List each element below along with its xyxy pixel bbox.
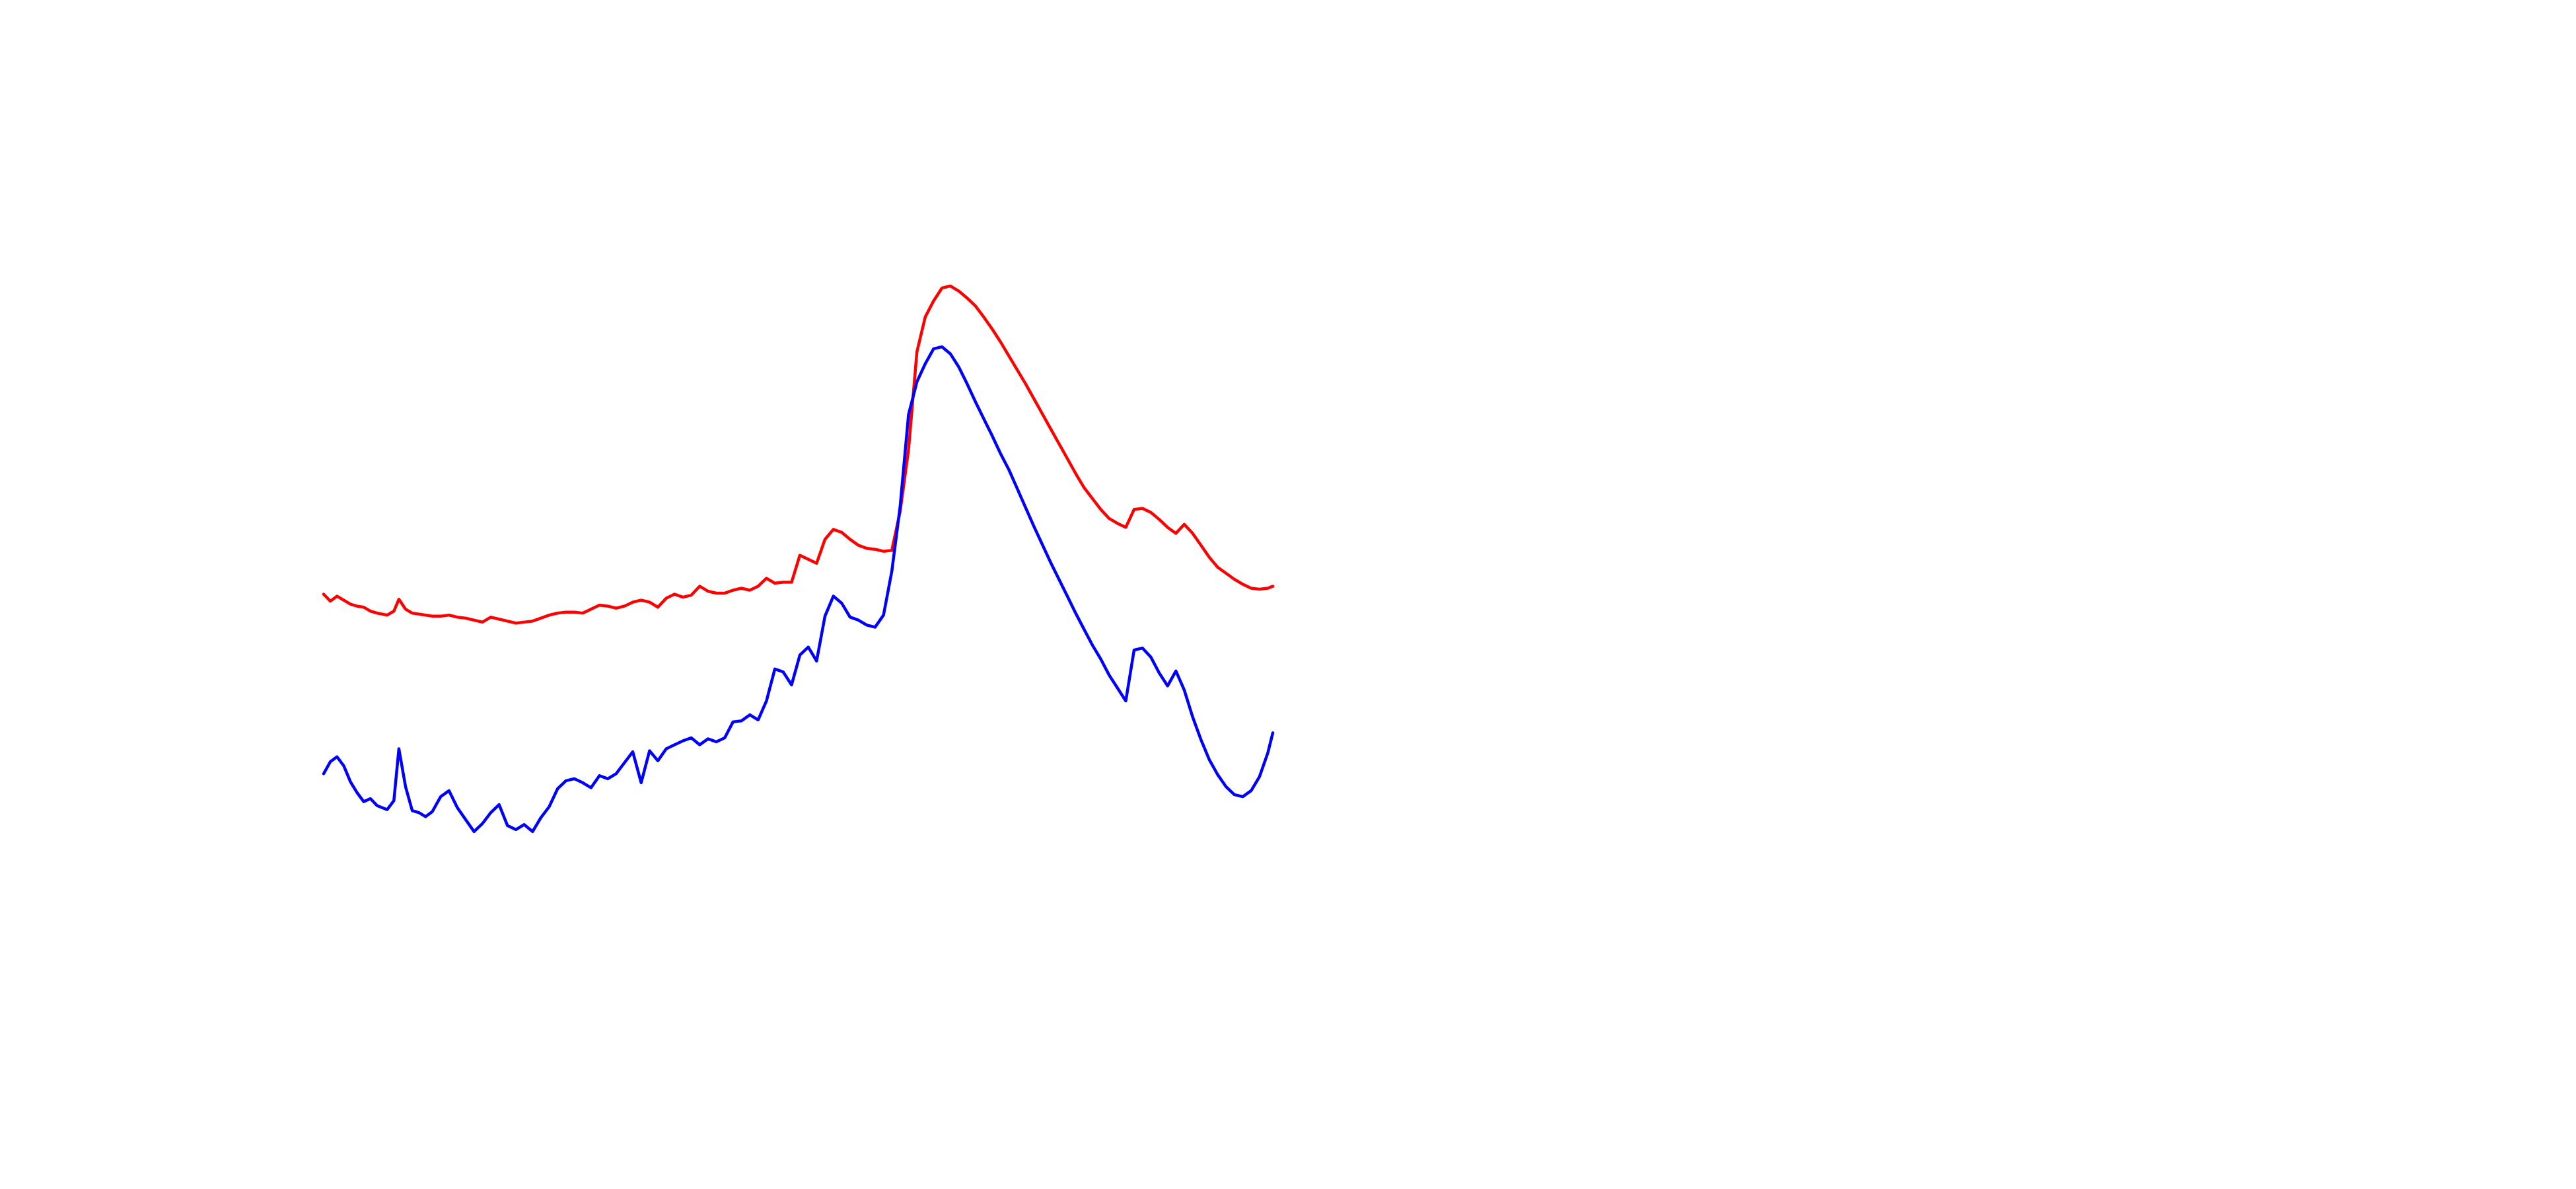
series-line-1: [322, 284, 1275, 625]
series-line-2: [322, 345, 1275, 834]
